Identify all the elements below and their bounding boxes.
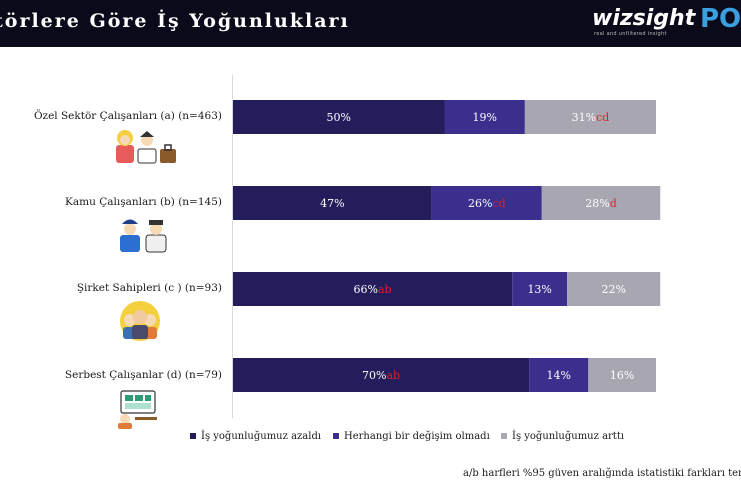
partner-logo: PO <box>700 4 741 34</box>
category-label-0: Özel Sektör Çalışanları (a) (n=463) <box>33 110 222 122</box>
data-label-2-2: 22% <box>601 283 625 296</box>
partner-logo-text: PO <box>700 4 741 34</box>
data-label-0-2: 31%cd <box>572 111 610 124</box>
logo-wordmark: wizsight <box>592 6 696 31</box>
data-label-2-0: 66%ab <box>354 283 392 296</box>
legend-swatch <box>190 432 196 439</box>
data-label-3-1: 14% <box>546 369 570 382</box>
legend-item-decreased: İş yoğunluğumuz azaldı <box>190 431 321 442</box>
legend-item-unchanged: Herhangi bir değişim olmadı <box>333 431 490 442</box>
data-label-3-2: 16% <box>610 369 634 382</box>
legend: İş yoğunluğumuz azaldı Herhangi bir deği… <box>0 431 741 447</box>
bar-segment-0-2 <box>524 100 656 134</box>
bar-segment-2-1 <box>512 272 568 306</box>
bar-segment-3-0 <box>233 358 530 392</box>
legend-item-increased: İş yoğunluğumuz arttı <box>501 431 624 442</box>
category-label-3: Serbest Çalışanlar (d) (n=79) <box>64 369 222 381</box>
legend-label: Herhangi bir değişim olmadı <box>344 431 490 442</box>
footnote: a/b harfleri %95 güven aralığında istati… <box>463 468 741 479</box>
legend-swatch <box>501 432 507 439</box>
bar-segment-3-2 <box>588 358 656 392</box>
bar-segment-3-1 <box>529 358 589 392</box>
legend-swatch <box>333 432 339 439</box>
category-label-1: Kamu Çalışanları (b) (n=145) <box>65 196 222 208</box>
business-owners-icon <box>120 301 160 341</box>
public-servants-icon <box>120 219 167 253</box>
page-title: törlere Göre İş Yoğunlukları <box>0 10 350 32</box>
data-label-3-0: 70%ab <box>362 369 400 382</box>
category-label-2: Şirket Sahipleri (c ) (n=93) <box>76 282 222 294</box>
logo-tagline: real and unfiltered insight <box>594 31 667 37</box>
legend-label: İş yoğunluğumuz arttı <box>512 431 625 442</box>
bar-segment-1-2 <box>541 186 661 220</box>
data-label-2-1: 13% <box>527 283 551 296</box>
bar-segment-2-0 <box>233 272 513 306</box>
bar-segment-0-0 <box>233 100 445 134</box>
data-label-1-1: 26%cd <box>468 197 506 210</box>
data-label-0-1: 19% <box>472 111 496 124</box>
bar-segment-2-2 <box>567 272 661 306</box>
bar-segment-0-1 <box>444 100 525 134</box>
data-label-1-2: 28%d <box>585 197 617 210</box>
y-axis-line <box>232 75 233 418</box>
legend-label: İş yoğunluğumuz azaldı <box>201 431 322 442</box>
workers-icon <box>116 130 176 164</box>
bar-segment-1-0 <box>233 186 432 220</box>
wizsight-logo: wizsight real and unfiltered insight <box>592 6 696 40</box>
data-label-0-0: 50% <box>327 111 351 124</box>
bar-segment-1-1 <box>431 186 542 220</box>
data-label-1-0: 47% <box>320 197 344 210</box>
freelancer-icon <box>118 390 157 429</box>
header-bar: törlere Göre İş Yoğunlukları wizsight re… <box>0 0 741 47</box>
